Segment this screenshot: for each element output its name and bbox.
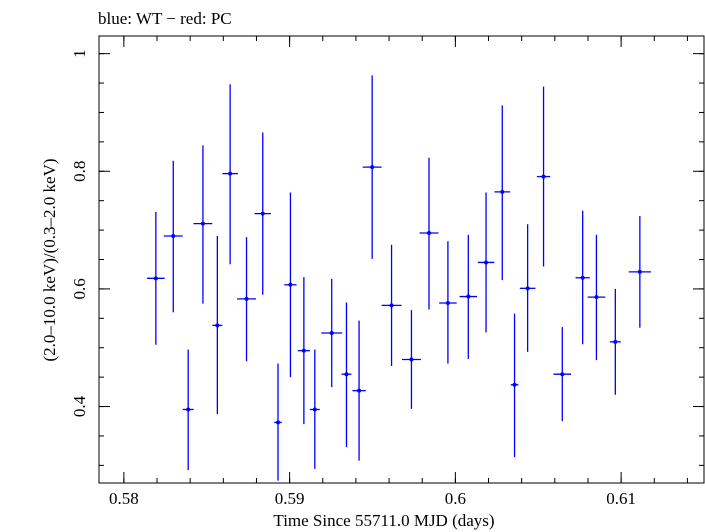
data-point [193, 145, 213, 304]
data-marker [228, 171, 233, 176]
data-point [341, 302, 352, 448]
y-tick-label: 0.8 [70, 161, 89, 182]
data-marker [409, 357, 414, 362]
data-point [587, 234, 606, 361]
data-marker [312, 407, 317, 412]
x-tick-label: 0.58 [109, 489, 139, 508]
data-marker [525, 286, 530, 291]
data-marker [215, 323, 220, 328]
data-point [182, 349, 194, 471]
data-point [321, 278, 343, 388]
data-point [352, 320, 366, 461]
axis-tick-labels: 0.58 0.59 0.6 0.61 0.4 0.6 0.8 1 [70, 49, 636, 508]
data-point [419, 157, 439, 310]
data-point [536, 86, 551, 267]
data-marker [541, 174, 546, 179]
data-point [362, 75, 382, 259]
data-point [284, 192, 297, 378]
y-tick-label: 0.4 [70, 395, 89, 417]
data-point [212, 235, 223, 415]
data-point [401, 310, 421, 409]
data-marker [427, 231, 432, 236]
data-point [297, 277, 311, 425]
data-marker [580, 275, 585, 280]
data-marker [466, 294, 471, 299]
data-point [439, 241, 457, 364]
plot-frame [98, 35, 705, 484]
data-marker [200, 221, 205, 226]
data-marker [288, 282, 293, 287]
data-point [494, 105, 511, 281]
data-marker [329, 331, 334, 336]
data-marker [637, 269, 642, 274]
x-tick-label: 0.61 [606, 489, 636, 508]
axis-ticks [99, 36, 704, 483]
data-point [510, 313, 519, 458]
data-marker [389, 303, 394, 308]
data-marker [276, 420, 281, 425]
data-point [254, 132, 272, 295]
data-marker [301, 348, 306, 353]
data-marker [153, 276, 158, 281]
data-marker [357, 388, 362, 393]
x-tick-label: 0.6 [445, 489, 466, 508]
y-tick-label: 0.6 [70, 278, 89, 299]
data-marker [344, 372, 349, 377]
data-marker [594, 295, 599, 300]
data-marker [171, 233, 176, 238]
data-marker [186, 407, 191, 412]
data-point [222, 84, 238, 265]
x-tick-label: 0.59 [275, 489, 305, 508]
data-point [274, 363, 282, 481]
x-axis-label: Time Since 55711.0 MJD (days) [273, 511, 494, 530]
data-point [609, 288, 621, 395]
data-point [575, 210, 590, 345]
data-point [147, 211, 165, 345]
data-marker [244, 296, 249, 301]
y-axis-label: (2.0–10.0 keV)/(0.3–2.0 keV) [40, 158, 59, 361]
data-marker [560, 372, 565, 377]
data-point [519, 224, 536, 352]
data-point [381, 244, 402, 366]
data-marker [500, 189, 505, 194]
data-marker [445, 301, 450, 306]
data-marker [512, 382, 517, 387]
data-point [237, 237, 256, 362]
data-marker [613, 339, 618, 344]
data-point [163, 160, 183, 313]
data-point [553, 327, 572, 422]
data-point [309, 349, 320, 469]
y-tick-label: 1 [70, 49, 89, 58]
data-point [459, 234, 478, 359]
chart-title: blue: WT − red: PC [98, 9, 232, 28]
data-marker [370, 165, 375, 170]
data-point [628, 215, 651, 328]
data-point [477, 192, 495, 333]
data-points [147, 75, 651, 481]
data-marker [260, 211, 265, 216]
data-marker [484, 260, 489, 265]
